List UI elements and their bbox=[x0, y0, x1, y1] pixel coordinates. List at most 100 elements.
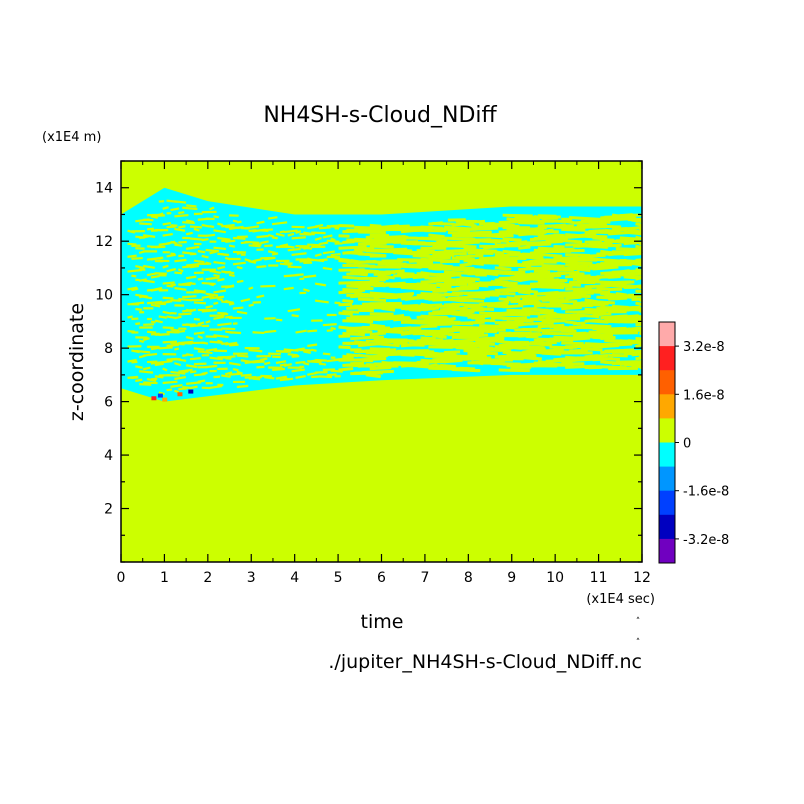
zero-stripe bbox=[314, 299, 329, 304]
zero-stripe bbox=[432, 356, 461, 362]
zero-stripe bbox=[248, 286, 254, 290]
zero-stripe bbox=[174, 347, 180, 351]
zero-stripe bbox=[459, 253, 484, 259]
zero-stripe bbox=[154, 286, 163, 291]
zero-stripe bbox=[463, 333, 489, 339]
zero-stripe bbox=[197, 321, 205, 326]
zero-stripe bbox=[197, 290, 206, 294]
zero-stripe bbox=[600, 335, 616, 341]
zero-stripe bbox=[143, 352, 158, 357]
zero-stripe bbox=[584, 354, 599, 359]
zero-stripe bbox=[193, 362, 207, 366]
zero-stripe bbox=[525, 334, 539, 339]
zero-stripe bbox=[295, 230, 302, 234]
zero-stripe bbox=[361, 369, 394, 375]
zero-stripe bbox=[224, 299, 232, 304]
zero-stripe bbox=[541, 308, 554, 314]
zero-stripe bbox=[271, 252, 279, 256]
zero-stripe bbox=[635, 301, 643, 306]
zero-stripe bbox=[338, 223, 355, 228]
zero-stripe bbox=[463, 356, 492, 361]
zero-stripe bbox=[162, 380, 178, 385]
colorbar-swatch bbox=[659, 538, 675, 564]
zero-stripe bbox=[526, 321, 554, 326]
zero-stripe bbox=[424, 317, 439, 322]
zero-stripe bbox=[310, 348, 317, 352]
zero-stripe bbox=[182, 206, 191, 210]
zero-stripe bbox=[353, 340, 368, 345]
zero-stripe bbox=[135, 349, 151, 354]
zero-stripe bbox=[592, 265, 619, 271]
zero-stripe bbox=[635, 235, 643, 241]
zero-stripe bbox=[229, 343, 239, 347]
anomaly-spot bbox=[151, 396, 157, 401]
zero-stripe bbox=[635, 322, 643, 327]
zero-stripe bbox=[522, 341, 553, 347]
zero-stripe bbox=[627, 349, 643, 354]
zero-stripe bbox=[178, 368, 193, 373]
zero-stripe bbox=[365, 280, 380, 285]
colorbar bbox=[658, 321, 676, 564]
zero-stripe bbox=[170, 268, 177, 272]
zero-stripe bbox=[541, 253, 563, 258]
zero-stripe bbox=[142, 366, 151, 371]
zero-stripe bbox=[342, 331, 365, 337]
zero-stripe bbox=[185, 245, 200, 250]
zero-stripe bbox=[131, 274, 137, 278]
zero-stripe bbox=[182, 386, 191, 389]
zero-stripe bbox=[154, 375, 164, 379]
zero-stripe bbox=[420, 302, 434, 308]
zero-stripe bbox=[592, 357, 614, 362]
zero-stripe bbox=[209, 250, 217, 255]
zero-stripe bbox=[162, 310, 172, 315]
zero-stripe bbox=[209, 356, 223, 361]
zero-stripe bbox=[623, 230, 643, 236]
stripe-pattern bbox=[127, 199, 643, 396]
zero-stripe bbox=[486, 337, 505, 341]
zero-stripe bbox=[608, 342, 633, 347]
zero-stripe bbox=[205, 347, 218, 352]
zero-stripe bbox=[565, 263, 588, 268]
zero-stripe bbox=[619, 213, 643, 218]
zero-stripe bbox=[291, 314, 299, 318]
zero-stripe bbox=[181, 370, 189, 374]
zero-stripe bbox=[221, 374, 231, 378]
zero-stripe bbox=[185, 231, 193, 236]
zero-stripe bbox=[177, 268, 184, 273]
zero-stripe bbox=[369, 233, 390, 238]
zero-stripe bbox=[369, 223, 382, 228]
zero-stripe bbox=[240, 373, 252, 377]
zero-stripe bbox=[467, 341, 495, 346]
zero-stripe bbox=[260, 284, 276, 288]
zero-stripe bbox=[279, 262, 292, 266]
zero-stripe bbox=[525, 355, 543, 361]
zero-stripe bbox=[185, 336, 194, 340]
zero-stripe bbox=[459, 343, 490, 349]
zero-stripe bbox=[322, 352, 331, 356]
zero-stripe bbox=[635, 258, 643, 262]
zero-stripe bbox=[142, 264, 156, 269]
colorbar-label: -3.2e-8 bbox=[683, 533, 729, 548]
anomaly-spot bbox=[162, 397, 168, 402]
zero-stripe bbox=[271, 236, 278, 240]
zero-stripe bbox=[584, 283, 613, 289]
anomaly-spot bbox=[157, 393, 163, 398]
zero-stripe bbox=[283, 261, 293, 265]
zero-stripe bbox=[303, 246, 311, 250]
zero-stripe bbox=[158, 359, 173, 364]
zero-stripe bbox=[369, 323, 385, 329]
zero-stripe bbox=[330, 253, 341, 257]
zero-stripe bbox=[561, 227, 586, 232]
zero-stripe bbox=[439, 363, 457, 369]
zero-stripe bbox=[256, 265, 267, 269]
zero-stripe bbox=[174, 389, 180, 394]
zero-stripe bbox=[533, 226, 547, 231]
y-tick-label: 12 bbox=[95, 234, 113, 250]
zero-stripe bbox=[525, 289, 539, 294]
zero-stripe bbox=[248, 303, 254, 307]
zero-stripe bbox=[635, 222, 643, 227]
zero-stripe bbox=[205, 261, 212, 266]
zero-stripe bbox=[150, 274, 160, 279]
zero-stripe bbox=[541, 239, 563, 245]
zero-stripe bbox=[318, 375, 333, 379]
